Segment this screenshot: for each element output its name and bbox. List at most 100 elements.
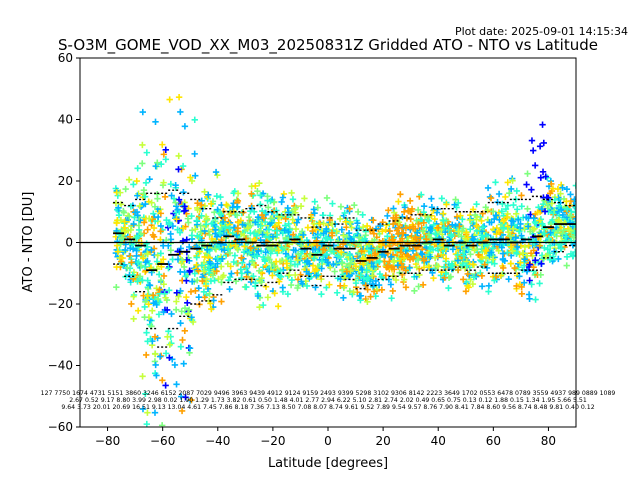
- scatter-point: [397, 238, 404, 245]
- scatter-point: [339, 267, 346, 274]
- scatter-point: [370, 263, 377, 270]
- scatter-point: [420, 219, 427, 227]
- scatter-point: [139, 405, 147, 413]
- scatter-point: [285, 220, 292, 228]
- scatter-point: [530, 215, 537, 222]
- scatter-point: [193, 261, 200, 269]
- scatter-point: [516, 228, 523, 235]
- scatter-point: [255, 247, 262, 255]
- scatter-point: [139, 141, 146, 149]
- scatter-point: [126, 213, 133, 220]
- scatter-point: [412, 233, 419, 241]
- scatter-point: [464, 270, 471, 278]
- scatter-point: [211, 245, 219, 252]
- scatter-point: [289, 216, 296, 223]
- scatter-point: [403, 251, 410, 259]
- scatter-point: [177, 108, 184, 116]
- scatter-point: [275, 303, 282, 310]
- scatter-point: [521, 243, 529, 251]
- scatter-point: [275, 247, 282, 254]
- scatter-point: [154, 159, 161, 166]
- scatter-point: [130, 315, 137, 323]
- scatter-point: [167, 180, 175, 188]
- scatter-point: [117, 201, 125, 208]
- scatter-point: [433, 230, 440, 238]
- scatter-point: [164, 333, 171, 341]
- scatter-point: [115, 211, 123, 219]
- x-tick-label: −40: [205, 434, 230, 448]
- scatter-point: [541, 244, 548, 252]
- scatter-point: [239, 221, 246, 228]
- scatter-point: [119, 254, 126, 262]
- scatter-point: [500, 224, 508, 232]
- y-tick-label: −60: [48, 420, 73, 434]
- scatter-point: [155, 311, 163, 318]
- scatter-point: [262, 283, 270, 290]
- scatter-point: [134, 192, 141, 199]
- scatter-point: [413, 217, 420, 224]
- scatter-point: [318, 240, 326, 248]
- scatter-point: [160, 272, 168, 280]
- scatter-point: [253, 232, 260, 240]
- scatter-point: [208, 305, 215, 313]
- scatter-point: [400, 229, 407, 237]
- scatter-point: [128, 259, 135, 266]
- stats-row-mean: 2.67 0.52 9.17 8.80 3.99 2.98 0.02 1.90 …: [69, 397, 587, 404]
- scatter-point: [261, 258, 269, 265]
- scatter-point: [183, 293, 190, 301]
- scatter-point: [193, 217, 200, 224]
- scatter-point: [409, 223, 417, 230]
- scatter-point: [389, 220, 397, 228]
- scatter-point: [287, 258, 295, 265]
- scatter-point: [155, 271, 163, 278]
- scatter-point: [254, 187, 261, 195]
- scatter-point: [172, 306, 180, 313]
- scatter-point: [445, 284, 452, 292]
- scatter-point: [244, 268, 251, 276]
- scatter-point: [513, 243, 521, 250]
- scatter-point: [504, 202, 511, 209]
- scatter-point: [479, 223, 487, 231]
- scatter-point: [117, 216, 125, 224]
- scatter-point: [313, 272, 320, 279]
- scatter-point: [151, 333, 159, 340]
- scatter-point: [154, 295, 162, 303]
- scatter-point: [252, 182, 259, 190]
- scatter-point: [243, 283, 250, 291]
- scatter-point: [537, 271, 544, 278]
- scatter-point: [146, 282, 154, 289]
- scatter-point: [159, 141, 166, 148]
- scatter-point: [264, 193, 271, 200]
- scatter-point: [392, 276, 400, 284]
- scatter-point: [200, 268, 208, 275]
- scatter-point: [469, 206, 477, 213]
- scatter-point: [323, 194, 331, 202]
- scatter-point: [414, 256, 422, 264]
- scatter-point: [206, 290, 213, 297]
- scatter-point: [179, 336, 186, 344]
- scatter-point: [150, 299, 157, 307]
- scatter-point: [228, 270, 235, 277]
- scatter-point: [205, 191, 212, 198]
- scatter-point: [341, 209, 348, 217]
- scatter-point: [434, 224, 442, 231]
- scatter-point: [414, 229, 421, 236]
- scatter-point: [146, 175, 153, 183]
- scatter-point: [157, 277, 165, 284]
- scatter-point: [479, 234, 486, 241]
- scatter-point: [527, 228, 534, 235]
- scatter-point: [168, 192, 175, 199]
- scatter-point: [460, 252, 468, 260]
- scatter-point: [441, 263, 448, 271]
- scatter-point: [364, 298, 371, 306]
- scatter-point: [160, 256, 167, 263]
- scatter-point: [509, 218, 517, 225]
- scatter-point: [188, 278, 196, 285]
- scatter-point: [513, 250, 520, 258]
- scatter-point: [213, 233, 221, 240]
- scatter-point: [470, 274, 478, 281]
- scatter-point: [505, 228, 512, 236]
- scatter-point: [268, 259, 275, 266]
- scatter-point: [395, 230, 402, 238]
